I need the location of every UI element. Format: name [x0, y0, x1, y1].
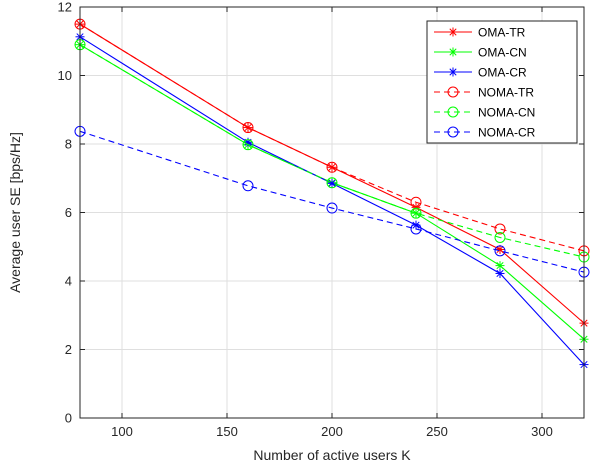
legend-item-noma-cr: NOMA-CR	[434, 126, 536, 140]
x-tick-label: 150	[216, 424, 238, 439]
data-point-oma-tr	[243, 123, 253, 133]
data-point-noma-cr	[494, 245, 506, 257]
x-tick-label: 250	[426, 424, 448, 439]
star-stroke	[496, 261, 504, 270]
star-stroke	[412, 221, 420, 229]
legend-item-oma-cn: OMA-CN	[434, 46, 527, 60]
legend-marker	[448, 67, 458, 77]
data-point-oma-cn	[495, 261, 505, 271]
y-tick-label: 10	[58, 68, 72, 83]
series-noma-tr	[74, 18, 590, 257]
star-stroke	[449, 48, 457, 56]
data-point-oma-cr	[495, 268, 505, 278]
y-tick-label: 8	[65, 137, 72, 152]
legend: OMA-TR OMA-CN OMA-CR NOMA-TR NOMA-CN NOMA-CR	[426, 20, 578, 144]
data-point-noma-tr	[242, 122, 254, 134]
y-tick-label: 4	[65, 274, 72, 289]
series-noma-cr	[74, 125, 590, 278]
legend-marker	[447, 126, 459, 138]
legend-marker	[448, 27, 458, 37]
y-tick-label: 12	[58, 0, 72, 15]
star-stroke	[496, 245, 504, 254]
legend-marker	[447, 106, 459, 118]
legend-label: OMA-CN	[478, 46, 527, 60]
y-tick-label: 6	[65, 205, 72, 220]
data-point-noma-cr	[326, 202, 338, 214]
legend-label: NOMA-CN	[478, 106, 535, 120]
data-point-noma-tr	[410, 196, 422, 208]
star-stroke	[412, 209, 420, 217]
legend-marker	[448, 47, 458, 57]
legend-box	[426, 20, 578, 144]
series-noma-cn	[74, 39, 590, 263]
star-stroke	[244, 123, 252, 132]
legend-label: OMA-TR	[478, 26, 526, 40]
x-axis-label: Number of active users K	[253, 447, 411, 463]
legend-label: OMA-CR	[478, 66, 527, 80]
x-tick-label: 200	[321, 424, 343, 439]
data-point-noma-cn	[242, 139, 254, 151]
data-point-noma-cn	[410, 207, 422, 219]
x-tick-label: 100	[111, 424, 133, 439]
y-axis-label: Average user SE [bps/Hz]	[7, 132, 23, 293]
legend-item-noma-tr: NOMA-TR	[434, 86, 534, 100]
data-point-oma-tr	[495, 244, 505, 254]
data-point-noma-cn	[326, 177, 338, 189]
star-stroke	[496, 269, 504, 278]
legend-item-oma-tr: OMA-TR	[434, 26, 526, 40]
star-stroke	[449, 28, 457, 36]
data-point-noma-cr	[410, 223, 422, 235]
y-tick-label: 2	[65, 342, 72, 357]
series-line-noma-cr	[79, 130, 585, 273]
data-point-noma-cr	[242, 180, 254, 192]
series-line-noma-tr	[79, 23, 585, 252]
star-stroke	[328, 179, 336, 187]
y-tick-label: 0	[65, 411, 72, 426]
data-point-oma-cn	[411, 208, 421, 218]
legend-marker	[447, 86, 459, 98]
series-layer	[74, 18, 590, 370]
legend-label: NOMA-TR	[478, 86, 534, 100]
series-line-oma-cr	[79, 36, 585, 365]
x-tick-label: 300	[531, 424, 553, 439]
data-point-noma-cn	[494, 232, 506, 244]
data-point-noma-tr	[326, 161, 338, 173]
series-line-noma-cn	[79, 44, 585, 258]
ticks: 100 150 200 250 300 0 2 4 6 8 10 12	[58, 0, 584, 439]
legend-item-oma-cr: OMA-CR	[434, 66, 527, 80]
data-point-noma-tr	[494, 223, 506, 235]
legend-label: NOMA-CR	[478, 126, 536, 140]
star-stroke	[449, 68, 457, 76]
legend-item-noma-cn: NOMA-CN	[434, 106, 535, 120]
